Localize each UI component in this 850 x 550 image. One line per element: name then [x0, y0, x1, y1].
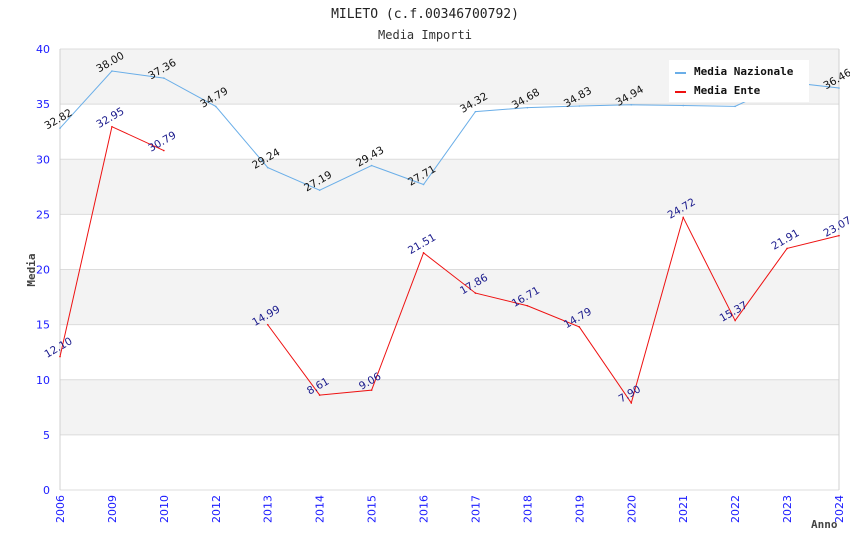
x-tick-label: 2017 — [469, 495, 482, 523]
grid-band — [60, 104, 839, 160]
data-point — [422, 183, 425, 186]
data-point — [578, 326, 581, 328]
data-point — [111, 125, 113, 128]
data-point — [734, 105, 736, 108]
data-point — [682, 216, 684, 219]
y-axis-label: Media — [25, 253, 38, 286]
x-tick-label: 2006 — [54, 495, 67, 523]
grid-band — [60, 434, 839, 490]
data-point — [163, 77, 165, 79]
x-tick-label: 2014 — [314, 495, 327, 523]
data-point — [838, 234, 840, 237]
data-point — [734, 319, 736, 322]
x-tick-label: 2009 — [106, 495, 119, 523]
x-tick-label: 2018 — [521, 495, 534, 523]
data-point — [630, 402, 633, 404]
data-point — [266, 323, 269, 326]
x-tick-label: 2013 — [262, 495, 275, 523]
data-point — [163, 149, 165, 152]
series-line-media-ente — [267, 216, 840, 405]
x-tick-label: 2019 — [573, 495, 586, 523]
y-tick-label: 15 — [36, 319, 50, 332]
x-tick-label: 2022 — [729, 495, 742, 523]
data-point — [474, 110, 477, 113]
data-point — [59, 355, 61, 358]
data-point — [422, 252, 425, 254]
legend-box — [669, 60, 809, 102]
data-point — [215, 105, 217, 108]
x-axis-ticks: 2006 2009 2010 2012 2013 2014 2015 2016 2017 2018… — [54, 495, 846, 523]
y-tick-label: 5 — [43, 429, 50, 442]
legend-label-media-ente: Media Ente — [694, 84, 761, 97]
data-point — [318, 189, 321, 192]
x-tick-label: 2020 — [625, 495, 638, 523]
grid-band — [60, 214, 839, 270]
y-tick-label: 30 — [36, 153, 50, 166]
series-line-media-nazionale — [59, 70, 840, 191]
grid-band — [60, 324, 839, 380]
y-axis-ticks: 0 5 10 15 20 25 30 35 40 — [36, 43, 50, 497]
x-tick-label: 2016 — [418, 495, 431, 523]
data-point — [630, 103, 633, 106]
y-tick-label: 40 — [36, 43, 50, 56]
legend: Media Nazionale Media Ente — [669, 60, 809, 102]
data-point — [474, 292, 477, 294]
legend-label-media-nazionale: Media Nazionale — [694, 65, 794, 78]
x-tick-label: 2021 — [677, 495, 690, 523]
y-tick-label: 35 — [36, 98, 50, 111]
x-tick-label: 2015 — [366, 495, 379, 523]
x-axis-label: Anno — [811, 518, 838, 531]
data-point — [318, 394, 321, 396]
data-point — [786, 247, 788, 250]
x-tick-label: 2012 — [210, 495, 223, 523]
data-point — [838, 87, 840, 89]
data-point — [266, 166, 269, 169]
grid-band — [60, 269, 839, 325]
data-point — [59, 127, 61, 129]
data-point — [526, 304, 529, 307]
y-tick-label: 10 — [36, 374, 50, 387]
data-point — [682, 104, 684, 107]
series-lines — [59, 70, 840, 405]
data-point — [370, 164, 373, 167]
x-tick-label: 2023 — [781, 495, 794, 523]
y-tick-label: 25 — [36, 208, 50, 221]
chart-subtitle: Media Importi — [378, 28, 472, 42]
x-tick-label: 2024 — [833, 495, 846, 523]
data-point — [526, 106, 529, 109]
grid-bands — [60, 49, 839, 490]
data-point — [578, 105, 581, 107]
y-tick-label: 0 — [43, 484, 50, 497]
data-point — [111, 70, 113, 72]
chart-title: MILETO (c.f.00346700792) — [331, 7, 519, 22]
data-point — [370, 389, 373, 391]
grid-band — [60, 159, 839, 215]
y-tick-label: 20 — [36, 264, 50, 277]
x-tick-label: 2010 — [158, 495, 171, 523]
grid-band — [60, 379, 839, 435]
